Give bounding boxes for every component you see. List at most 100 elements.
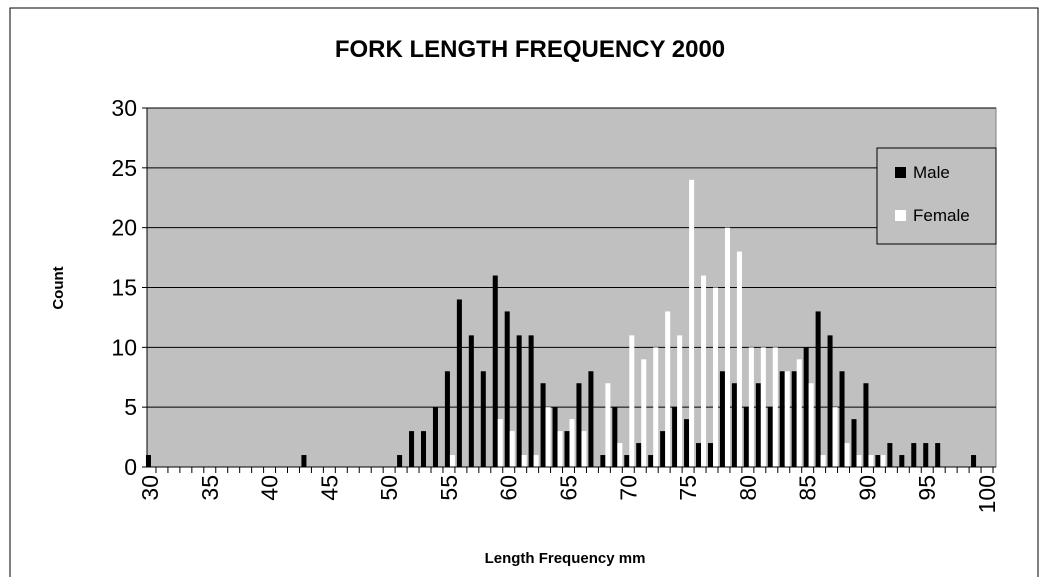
bar	[748, 347, 754, 467]
x-tick-label: 75	[675, 475, 701, 501]
bar	[653, 347, 659, 467]
legend-swatch	[895, 167, 906, 178]
bar	[719, 371, 725, 467]
bar	[803, 347, 809, 467]
bar	[839, 371, 845, 467]
bar	[569, 419, 575, 467]
bar	[497, 419, 503, 467]
bar	[629, 335, 635, 467]
bar	[480, 371, 486, 467]
y-tick-label: 10	[111, 334, 137, 360]
bar	[911, 443, 917, 467]
bar	[832, 407, 838, 467]
bar	[743, 407, 749, 467]
x-tick-label: 65	[556, 475, 582, 501]
x-tick-label: 80	[735, 475, 761, 501]
x-tick-label: 40	[257, 475, 283, 501]
bar	[420, 431, 427, 467]
bar	[724, 227, 730, 467]
bar	[760, 347, 766, 467]
legend-swatch	[895, 210, 906, 221]
bar	[540, 383, 546, 467]
bar	[971, 455, 977, 467]
x-tick-label: 35	[197, 475, 223, 501]
bar	[707, 443, 714, 467]
bar	[509, 431, 515, 467]
bar	[779, 371, 785, 467]
bar	[449, 455, 455, 467]
bar	[731, 383, 737, 467]
bar	[545, 407, 551, 467]
x-tick-label: 30	[137, 475, 163, 501]
bar	[677, 335, 683, 467]
bar	[863, 383, 869, 467]
bar	[397, 455, 403, 467]
bar	[696, 443, 702, 467]
bar	[557, 431, 563, 467]
bar	[713, 287, 719, 467]
x-tick-label: 100	[974, 475, 1000, 513]
bar	[784, 371, 790, 467]
bar	[935, 443, 941, 467]
y-tick-label: 0	[124, 454, 137, 480]
bar	[468, 335, 474, 467]
legend-label: Male	[913, 163, 950, 182]
bar	[564, 431, 570, 467]
bar	[820, 455, 826, 467]
y-tick-label: 5	[124, 394, 137, 420]
bar	[755, 383, 761, 467]
x-tick-label: 90	[854, 475, 880, 501]
bar	[516, 335, 522, 467]
bar	[588, 371, 594, 467]
bar	[492, 275, 498, 467]
x-tick-label: 55	[436, 475, 462, 501]
bar	[576, 383, 582, 467]
bar	[923, 443, 929, 467]
bar	[887, 443, 893, 467]
bar	[528, 335, 534, 467]
x-tick-label: 50	[376, 475, 402, 501]
x-tick-label: 60	[496, 475, 522, 501]
x-tick-label: 85	[795, 475, 821, 501]
chart-title: FORK LENGTH FREQUENCY 2000	[335, 36, 725, 63]
bar	[301, 455, 307, 467]
bar	[844, 443, 850, 467]
bar	[617, 443, 623, 467]
bar	[796, 359, 802, 467]
bar	[600, 455, 606, 467]
x-tick-label: 70	[615, 475, 641, 501]
y-axis-title: Count	[50, 266, 67, 309]
bar	[684, 419, 690, 467]
bar	[660, 431, 666, 467]
legend-label: Female	[913, 206, 970, 225]
bar	[641, 359, 647, 467]
bar	[868, 455, 874, 467]
bar	[899, 455, 905, 467]
bar	[665, 311, 671, 467]
y-tick-label: 25	[111, 155, 137, 181]
bar	[624, 455, 630, 467]
bar	[875, 455, 881, 467]
bar	[504, 311, 510, 467]
legend-box	[876, 147, 997, 245]
bar	[827, 335, 833, 467]
y-tick-label: 30	[111, 95, 137, 121]
bar	[145, 455, 151, 467]
bar	[521, 455, 527, 467]
bar	[808, 383, 814, 467]
x-tick-label: 45	[316, 475, 342, 501]
bar	[456, 299, 462, 467]
bar	[409, 431, 415, 467]
bar	[815, 311, 821, 467]
legend: Male Female	[876, 147, 997, 245]
bar	[851, 419, 857, 467]
bar	[772, 347, 778, 467]
bar	[856, 455, 862, 467]
bar	[672, 407, 678, 467]
bar	[791, 371, 797, 467]
bar	[581, 431, 587, 467]
bar	[444, 371, 450, 467]
bar	[533, 455, 539, 467]
x-axis-title: Length Frequency mm	[485, 550, 646, 567]
